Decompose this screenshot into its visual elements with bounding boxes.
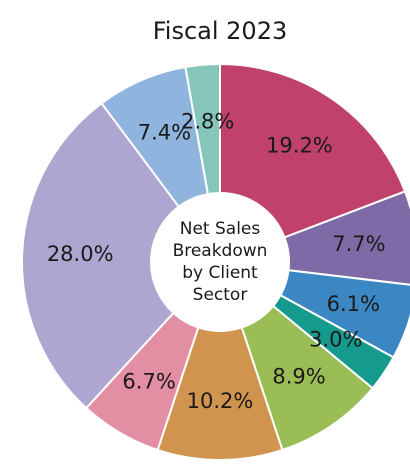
value-label: 19.2% xyxy=(266,134,333,158)
value-label: 7.7% xyxy=(332,232,385,256)
value-label: 3.0% xyxy=(309,328,362,352)
center-label: by Client xyxy=(182,263,258,283)
value-label: 2.8% xyxy=(181,110,234,134)
value-label: 10.2% xyxy=(187,389,254,413)
value-label: 28.0% xyxy=(47,242,114,266)
center-label: Breakdown xyxy=(173,241,268,261)
center-label: Net Sales xyxy=(180,219,261,239)
center-label: Sector xyxy=(193,285,248,305)
value-label: 6.1% xyxy=(327,292,380,316)
donut-hole xyxy=(151,193,289,331)
value-label: 6.7% xyxy=(122,370,175,394)
chart-title: Fiscal 2023 xyxy=(153,17,288,45)
value-label: 7.4% xyxy=(138,121,191,145)
value-label: 8.9% xyxy=(272,365,325,389)
